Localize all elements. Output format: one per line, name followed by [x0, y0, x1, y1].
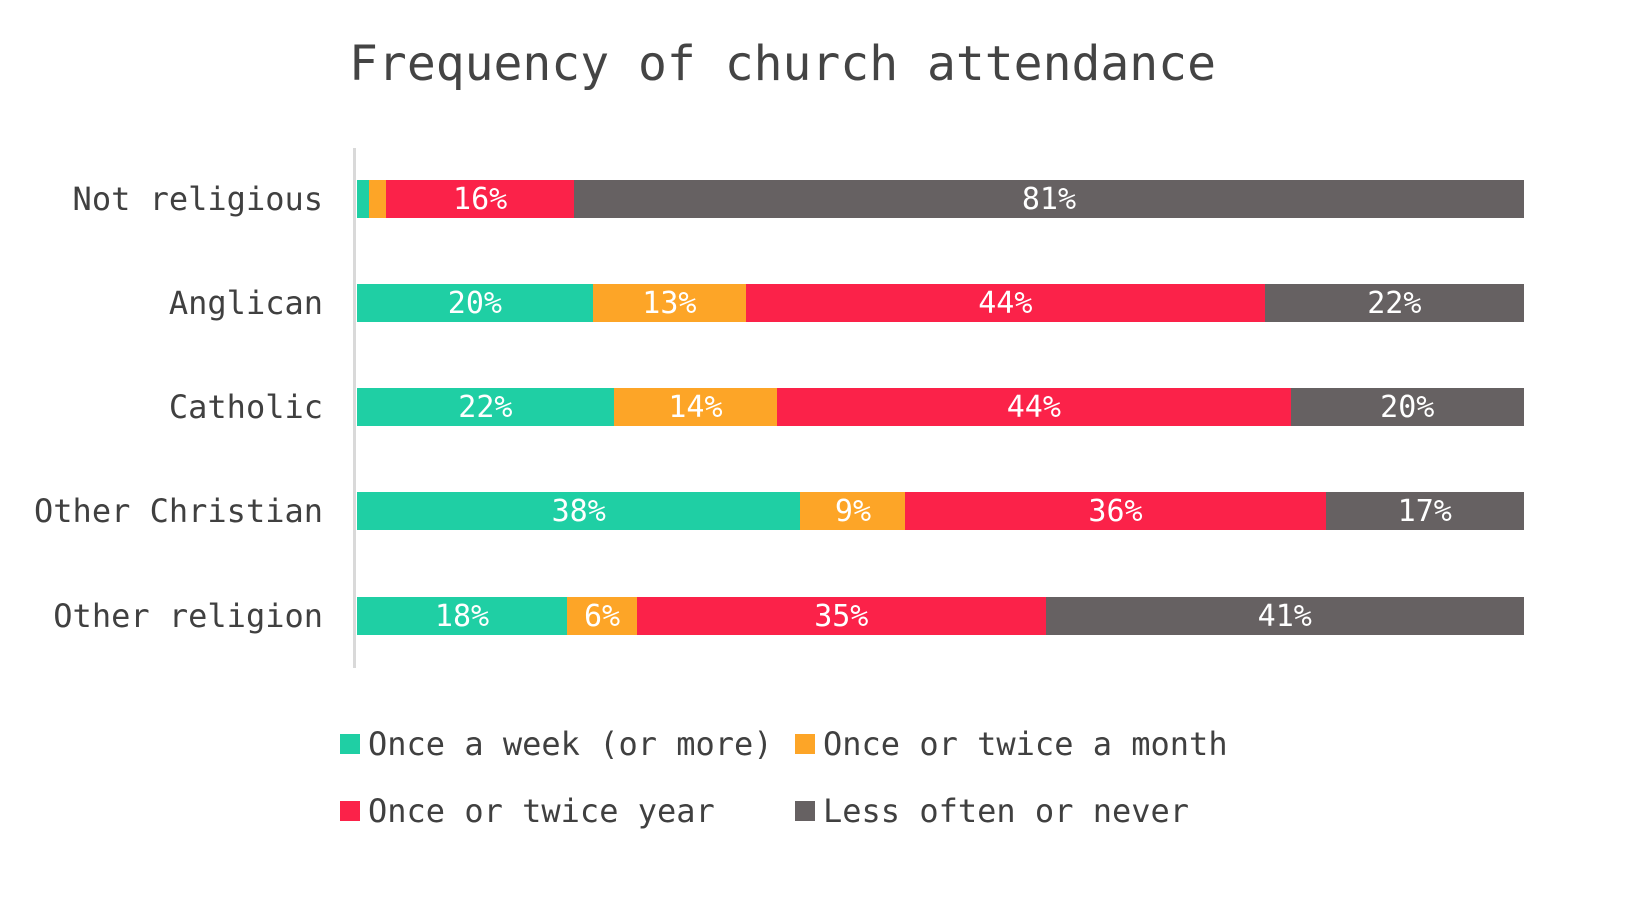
legend-swatch-icon: [795, 734, 815, 754]
data-label: 44%: [978, 285, 1033, 321]
bar-segment: 20%: [357, 284, 593, 322]
bar-segment: [368, 180, 387, 218]
category-label: Anglican: [168, 284, 323, 322]
legend-swatch-icon: [340, 801, 360, 821]
bar-segment: 9%: [800, 492, 906, 530]
data-label: 16%: [453, 181, 508, 217]
bar-row: 22% 14% 44% 20%: [357, 388, 1524, 426]
data-label: 9%: [834, 493, 872, 529]
legend-label: Once a week (or more): [368, 725, 773, 763]
category-label: Catholic: [168, 388, 323, 426]
bar-segment: 14%: [613, 388, 778, 426]
bar-row: 18% 6% 35% 41%: [357, 597, 1524, 635]
data-label: 6%: [583, 598, 621, 634]
bar-segment: 13%: [592, 284, 746, 322]
bar-segment: 36%: [905, 492, 1326, 530]
bar-segment: 17%: [1325, 492, 1524, 530]
data-label: 20%: [447, 285, 502, 321]
bar-segment: 81%: [573, 180, 1524, 218]
category-label: Other religion: [53, 597, 323, 635]
data-label: 20%: [1380, 389, 1435, 425]
bar-segment: 44%: [745, 284, 1265, 322]
bar-segment: 6%: [567, 597, 638, 635]
bar-segment: 44%: [777, 388, 1291, 426]
bar-segment: 16%: [386, 180, 574, 218]
bar-segment: 38%: [357, 492, 801, 530]
legend-label: Once or twice year: [368, 792, 715, 830]
data-label: 41%: [1257, 598, 1312, 634]
legend-item: Less often or never: [795, 792, 1189, 830]
category-axis-line: [353, 148, 356, 668]
data-label: 22%: [1367, 285, 1422, 321]
data-label: 38%: [551, 493, 606, 529]
bar-row: 20% 13% 44% 22%: [357, 284, 1524, 322]
legend-swatch-icon: [795, 801, 815, 821]
legend-label: Less often or never: [823, 792, 1190, 830]
bar-segment: 18%: [357, 597, 568, 635]
chart-title: Frequency of church attendance: [349, 36, 1216, 92]
legend-item: Once a week (or more): [340, 725, 773, 763]
bar-row: 16% 81%: [357, 180, 1524, 218]
data-label: 36%: [1088, 493, 1143, 529]
bar-row: 38% 9% 36% 17%: [357, 492, 1524, 530]
data-label: 17%: [1397, 493, 1452, 529]
category-label: Other Christian: [34, 492, 323, 530]
bar-segment: 20%: [1290, 388, 1524, 426]
legend-label: Once or twice a month: [823, 725, 1228, 763]
data-label: 35%: [814, 598, 869, 634]
bar-segment: 22%: [357, 388, 614, 426]
category-label: Not religious: [72, 180, 323, 218]
data-label: 81%: [1021, 181, 1077, 217]
legend-item: Once or twice a month: [795, 725, 1228, 763]
bar-segment: [357, 180, 369, 218]
data-label: 14%: [668, 389, 723, 425]
legend-item: Once or twice year: [340, 792, 715, 830]
data-label: 18%: [434, 598, 490, 634]
bar-segment: 35%: [637, 597, 1046, 635]
bar-segment: 22%: [1264, 284, 1524, 322]
data-label: 13%: [642, 285, 697, 321]
data-label: 44%: [1006, 389, 1061, 425]
data-label: 22%: [458, 389, 513, 425]
legend-swatch-icon: [340, 734, 360, 754]
bar-segment: 41%: [1045, 597, 1524, 635]
